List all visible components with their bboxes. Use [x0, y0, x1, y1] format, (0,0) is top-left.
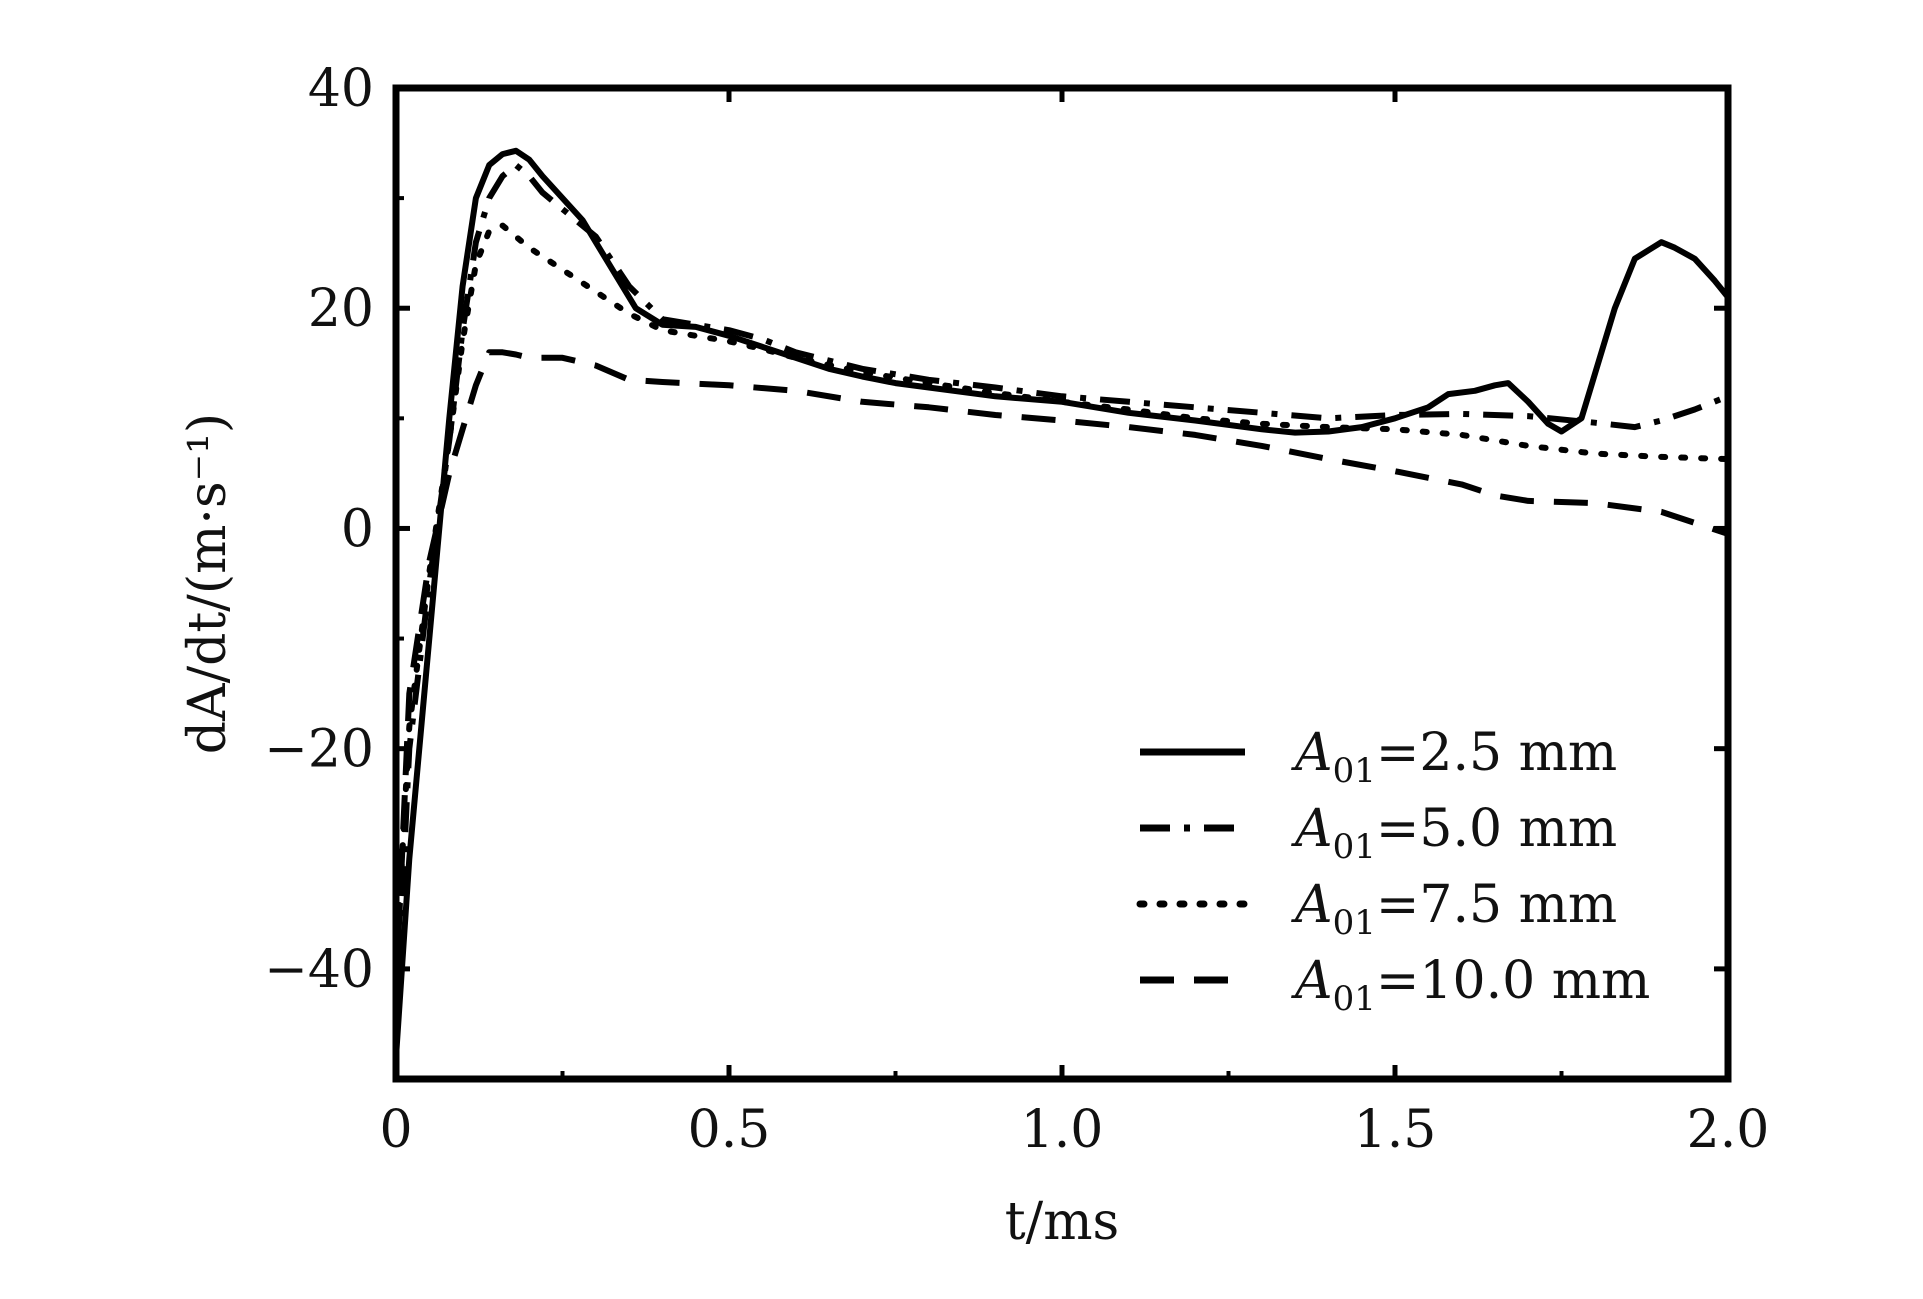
plot-lines [396, 147, 1728, 1058]
x-tick-label: 0 [379, 1100, 412, 1160]
y-tick-label: −40 [264, 940, 374, 1000]
legend-label-1: A01=2.5 mm [1291, 723, 1617, 791]
x-tick-label: 0.5 [688, 1100, 771, 1160]
x-axis-label: t/ms [1005, 1192, 1119, 1252]
legend-label-4: A01=10.0 mm [1291, 951, 1650, 1019]
y-tick-label: 0 [341, 499, 374, 559]
series-line-3 [396, 222, 1728, 972]
legend: A01=2.5 mm A01=5.0 mm A01=7.5 mm A01=10.0 m… [1136, 723, 1650, 1019]
tick-labels: 0 0.5 1.0 1.5 2.0 −40 −20 0 20 40 [264, 59, 1769, 1160]
y-tick-label: 20 [308, 279, 374, 339]
legend-label-3: A01=7.5 mm [1291, 875, 1617, 943]
series-line-4 [396, 349, 1728, 992]
y-axis-label: dA/dt/(m·s⁻¹) [178, 413, 238, 754]
y-tick-label: −20 [264, 720, 374, 780]
axis-ticks [393, 85, 1731, 1079]
x-tick-label: 1.5 [1354, 1100, 1437, 1160]
y-tick-label: 40 [308, 59, 374, 119]
legend-label-2: A01=5.0 mm [1291, 799, 1617, 867]
x-tick-label: 1.0 [1021, 1100, 1104, 1160]
series-line-2 [396, 162, 1728, 1025]
x-tick-label: 2.0 [1687, 1100, 1770, 1160]
